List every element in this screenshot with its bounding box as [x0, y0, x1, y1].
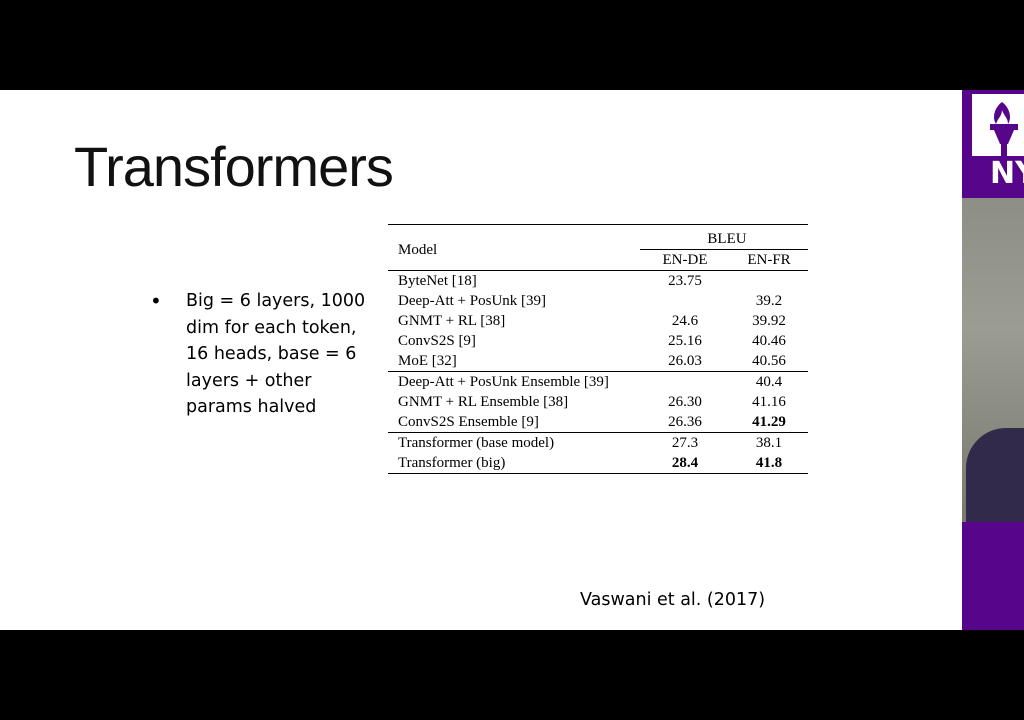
model-cell: ByteNet [18]	[398, 273, 477, 289]
citation: Vaswani et al. (2017)	[580, 590, 766, 610]
en-fr-cell: 39.92	[752, 313, 786, 329]
en-fr-cell: 40.56	[752, 353, 786, 369]
table-group-single-models: ByteNet [18] 23.75 Deep-Att + PosUnk [39…	[388, 270, 808, 372]
model-column-header: Model	[398, 241, 438, 258]
table-row: MoE [32] 26.03 40.56	[388, 351, 808, 372]
table-row: ConvS2S [9] 25.16 40.46	[388, 331, 808, 351]
table-row: Transformer (base model) 27.3 38.1	[388, 433, 808, 454]
model-cell: Deep-Att + PosUnk Ensemble [39]	[398, 374, 609, 390]
en-de-column-header: EN-DE	[640, 249, 724, 271]
bullet-dot-icon: •	[150, 289, 162, 313]
model-cell: GNMT + RL [38]	[398, 313, 506, 329]
table-group-transformer: Transformer (base model) 27.3 38.1 Trans…	[388, 432, 808, 474]
en-fr-cell: 38.1	[755, 435, 783, 451]
nyu-logo: NY	[962, 90, 1024, 198]
bleu-results-table: Model BLEU EN-DE EN-FR ByteNet [18] 23.7…	[388, 224, 808, 474]
table-row: GNMT + RL [38] 24.6 39.92	[388, 311, 808, 331]
bleu-header-label: BLEU	[707, 231, 747, 247]
torch-icon	[972, 94, 1024, 156]
table-row: Transformer (big) 28.4 41.8	[388, 453, 808, 474]
slide-title: Transformers	[74, 135, 394, 198]
slide: Transformers • Big = 6 layers, 1000 dim …	[0, 90, 962, 630]
en-de-cell: 25.16	[668, 333, 702, 349]
en-de-cell	[640, 372, 724, 393]
en-de-cell	[640, 291, 724, 311]
bullet-text: Big = 6 layers, 1000 dim for each token,…	[186, 291, 366, 417]
en-fr-cell-best: 41.29	[752, 414, 786, 430]
table-row: Deep-Att + PosUnk Ensemble [39] 40.4	[388, 372, 808, 393]
webcam-feed	[962, 198, 1024, 522]
table-row: ByteNet [18] 23.75	[388, 271, 808, 292]
en-de-cell: 26.30	[668, 394, 702, 410]
en-fr-cell: 39.2	[755, 293, 783, 309]
model-cell: MoE [32]	[398, 353, 457, 369]
logo-text: NY	[990, 156, 1024, 191]
en-fr-column-header: EN-FR	[724, 249, 808, 271]
en-de-cell: 24.6	[671, 313, 699, 329]
bleu-column-header: BLEU	[640, 225, 808, 250]
en-fr-cell	[724, 271, 808, 292]
en-fr-cell: 40.46	[752, 333, 786, 349]
en-fr-cell: 40.4	[755, 374, 783, 390]
model-cell: ConvS2S [9]	[398, 333, 476, 349]
model-cell: Deep-Att + PosUnk [39]	[398, 293, 547, 309]
table-row: Deep-Att + PosUnk [39] 39.2	[388, 291, 808, 311]
model-cell: ConvS2S Ensemble [9]	[398, 414, 539, 430]
table-group-ensembles: Deep-Att + PosUnk Ensemble [39] 40.4 GNM…	[388, 371, 808, 433]
en-fr-cell: 41.16	[752, 394, 786, 410]
presenter-silhouette	[966, 428, 1024, 522]
model-cell: GNMT + RL Ensemble [38]	[398, 394, 569, 410]
en-de-cell-best: 28.4	[671, 455, 699, 471]
table-row: GNMT + RL Ensemble [38] 26.30 41.16	[388, 392, 808, 412]
model-cell: Transformer (big)	[398, 455, 506, 471]
en-de-cell: 23.75	[668, 273, 702, 289]
en-de-cell: 26.03	[668, 353, 702, 369]
table-row: ConvS2S Ensemble [9] 26.36 41.29	[388, 412, 808, 433]
side-band	[962, 522, 1024, 630]
en-fr-cell-best: 41.8	[755, 455, 783, 471]
model-cell: Transformer (base model)	[398, 435, 555, 451]
en-de-cell: 27.3	[671, 435, 699, 451]
en-de-cell: 26.36	[668, 414, 702, 430]
